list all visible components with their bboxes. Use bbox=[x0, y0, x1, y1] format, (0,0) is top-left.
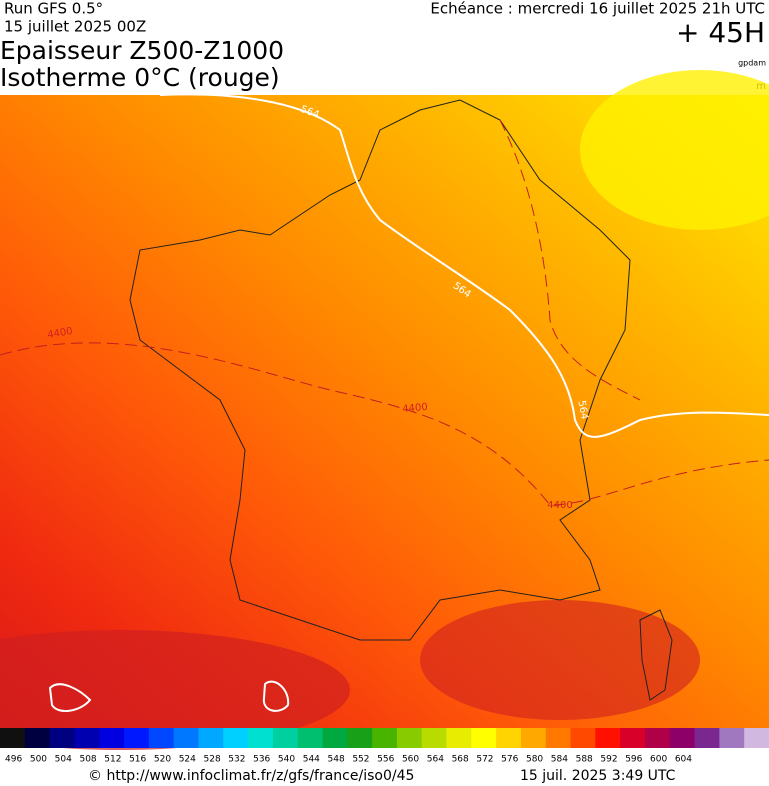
colorbar-swatch bbox=[644, 728, 671, 748]
colorbar-tick-label: 532 bbox=[228, 755, 245, 765]
run: Run GFS 0.5° bbox=[4, 0, 103, 18]
colorbar-tick-label: 604 bbox=[675, 755, 692, 765]
footer-url: © http://www.infoclimat.fr/z/gfs/france/… bbox=[88, 768, 414, 784]
colorbar-tick-label: 544 bbox=[303, 755, 320, 765]
colorbar-tick-label: 512 bbox=[104, 755, 121, 765]
colorbar-tick-label: 504 bbox=[55, 755, 72, 765]
colorbar-tick-label: 556 bbox=[377, 755, 394, 765]
colorbar-swatch bbox=[669, 728, 696, 748]
colorbar-swatch bbox=[173, 728, 199, 748]
contour-label: 4400 bbox=[402, 402, 428, 415]
colorbar-swatch bbox=[421, 728, 448, 748]
title: Isotherme 0°C (rouge) bbox=[0, 63, 280, 92]
colorbar-swatch bbox=[570, 728, 596, 748]
thickness-contour bbox=[262, 680, 290, 712]
colorbar-swatch bbox=[198, 728, 224, 748]
colorbar-swatch bbox=[99, 728, 125, 748]
footer-time: 15 juil. 2025 3:49 UTC bbox=[520, 768, 676, 784]
colorbar-swatch bbox=[148, 728, 175, 748]
colorbar-swatch bbox=[446, 728, 472, 748]
colorbar-swatch bbox=[297, 728, 323, 748]
colorbar-tick-label: 540 bbox=[278, 755, 295, 765]
colorbar-swatch bbox=[248, 728, 274, 748]
field-shade bbox=[420, 600, 700, 720]
iso0-contour bbox=[499, 119, 641, 401]
field-shade bbox=[580, 70, 769, 230]
colorbar-swatch bbox=[471, 728, 497, 748]
colorbar-tick-label: 576 bbox=[501, 755, 518, 765]
lead-time: + 45H bbox=[676, 16, 765, 49]
colorbar-swatch bbox=[620, 728, 646, 748]
colorbar-swatch bbox=[520, 728, 547, 748]
colorbar-swatch bbox=[347, 728, 373, 748]
colorbar-tick-label: 588 bbox=[576, 755, 593, 765]
colorbar-tick-label: 572 bbox=[476, 755, 493, 765]
colorbar-tick-label: 560 bbox=[402, 755, 419, 765]
colorbar-swatch bbox=[545, 728, 572, 748]
colorbar-tick-label: 536 bbox=[253, 755, 270, 765]
thickness-contour bbox=[48, 683, 92, 712]
colorbar-swatch bbox=[24, 728, 51, 748]
colorbar-tick-label: 564 bbox=[427, 755, 444, 765]
colorbar-swatch bbox=[223, 728, 249, 748]
colorbar-tick-label: 580 bbox=[526, 755, 543, 765]
colorbar-tick-label: 508 bbox=[79, 755, 96, 765]
coastline bbox=[129, 99, 631, 641]
contour-label: 4400 bbox=[47, 326, 74, 341]
colorbar-tick-label: 516 bbox=[129, 755, 146, 765]
contour-label: 564 bbox=[575, 400, 589, 421]
colorbar-tick-label: 552 bbox=[352, 755, 369, 765]
map bbox=[0, 70, 769, 750]
valid-time: Echéance : mercredi 16 juillet 2025 21h … bbox=[430, 0, 765, 18]
colorbar-tick-label: 500 bbox=[30, 755, 47, 765]
colorbar-swatch bbox=[694, 728, 720, 748]
thickness-contour bbox=[159, 93, 769, 438]
colorbar-tick-label: 600 bbox=[650, 755, 667, 765]
unit: gpdam bbox=[738, 59, 766, 68]
colorbar-tick-label: 520 bbox=[154, 755, 171, 765]
colorbar-tick-label: 524 bbox=[179, 755, 196, 765]
colorbar-swatch bbox=[124, 728, 150, 748]
colorbar-swatch bbox=[719, 728, 745, 748]
colorbar-swatch bbox=[74, 728, 100, 748]
colorbar-tick-label: 584 bbox=[551, 755, 568, 765]
field-shade bbox=[0, 630, 350, 750]
colorbar-swatch bbox=[744, 728, 769, 748]
colorbar-swatch bbox=[595, 728, 621, 748]
colorbar-tick-label: 548 bbox=[328, 755, 345, 765]
colorbar-swatch bbox=[496, 728, 522, 748]
colorbar-tick-label: 496 bbox=[5, 755, 22, 765]
colorbar-tick-label: 596 bbox=[625, 755, 642, 765]
iso0-contour bbox=[0, 342, 769, 506]
colorbar-tick-label: 568 bbox=[452, 755, 469, 765]
colorbar-swatch bbox=[0, 728, 26, 748]
colorbar-swatch bbox=[322, 728, 348, 748]
colorbar-tick-label: 592 bbox=[600, 755, 617, 765]
colorbar-swatch bbox=[272, 728, 299, 748]
colorbar-swatch bbox=[396, 728, 423, 748]
colorbar-tick-label: 528 bbox=[204, 755, 221, 765]
corsica bbox=[639, 609, 673, 701]
title: Epaisseur Z500-Z1000 bbox=[0, 36, 284, 65]
colorbar-swatch bbox=[372, 728, 398, 748]
colorbar-swatch bbox=[49, 728, 75, 748]
contour-label: 4400 bbox=[547, 500, 572, 511]
run-date: 15 juillet 2025 00Z bbox=[4, 18, 146, 36]
